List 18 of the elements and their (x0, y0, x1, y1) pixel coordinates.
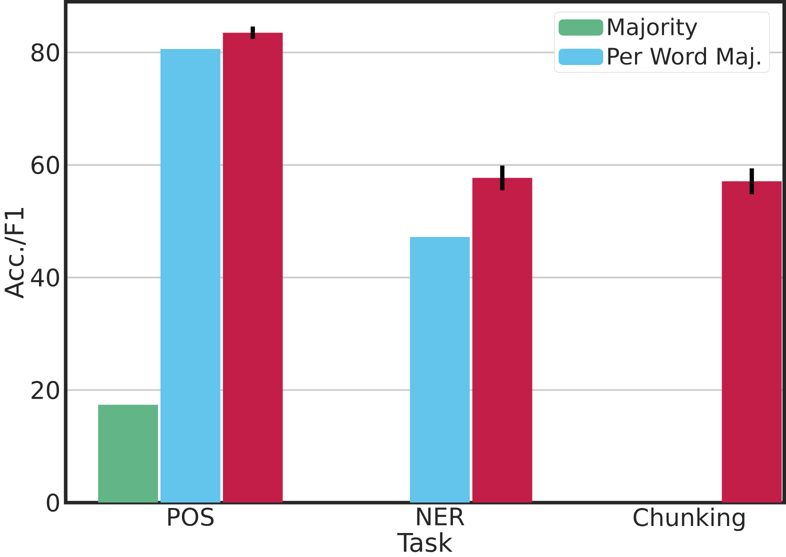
y-tick-label: 0 (46, 494, 60, 512)
legend-label: Majority (608, 18, 698, 40)
x-tick-label: Chunking (634, 508, 744, 532)
x-tick-label: POS (168, 508, 214, 526)
bar (410, 237, 470, 503)
x-axis-title: Task (397, 532, 453, 552)
legend-label: Per Word Maj. (608, 47, 760, 70)
bar (722, 181, 782, 503)
x-tick-label: NER (417, 508, 464, 526)
y-tick-label: 80 (32, 43, 60, 62)
y-tick-label: 60 (32, 156, 60, 174)
bar (222, 32, 283, 503)
y-axis-title: Acc./F1 (4, 208, 26, 299)
y-tick-label: 40 (31, 268, 60, 287)
y-tick-label: 20 (32, 380, 60, 400)
bar (160, 49, 220, 503)
bar (98, 404, 158, 503)
bar (472, 178, 532, 503)
